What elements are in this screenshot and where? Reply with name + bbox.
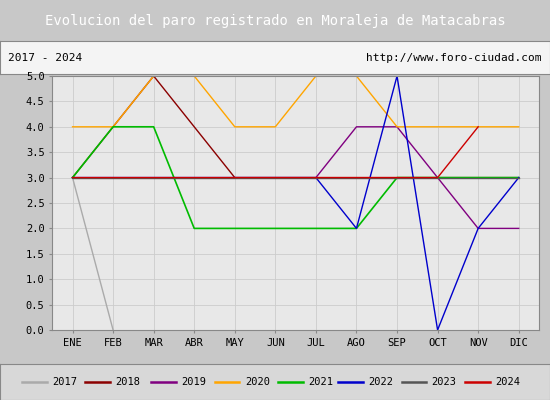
Text: 2017 - 2024: 2017 - 2024 <box>8 53 82 63</box>
Text: 2023: 2023 <box>432 377 456 387</box>
Text: 2018: 2018 <box>116 377 140 387</box>
Text: 2020: 2020 <box>245 377 270 387</box>
Text: 2021: 2021 <box>308 377 333 387</box>
Text: 2017: 2017 <box>52 377 77 387</box>
Text: 2024: 2024 <box>495 377 520 387</box>
Text: 2019: 2019 <box>182 377 206 387</box>
Text: http://www.foro-ciudad.com: http://www.foro-ciudad.com <box>366 53 542 63</box>
Text: 2022: 2022 <box>368 377 393 387</box>
Text: Evolucion del paro registrado en Moraleja de Matacabras: Evolucion del paro registrado en Moralej… <box>45 14 505 28</box>
